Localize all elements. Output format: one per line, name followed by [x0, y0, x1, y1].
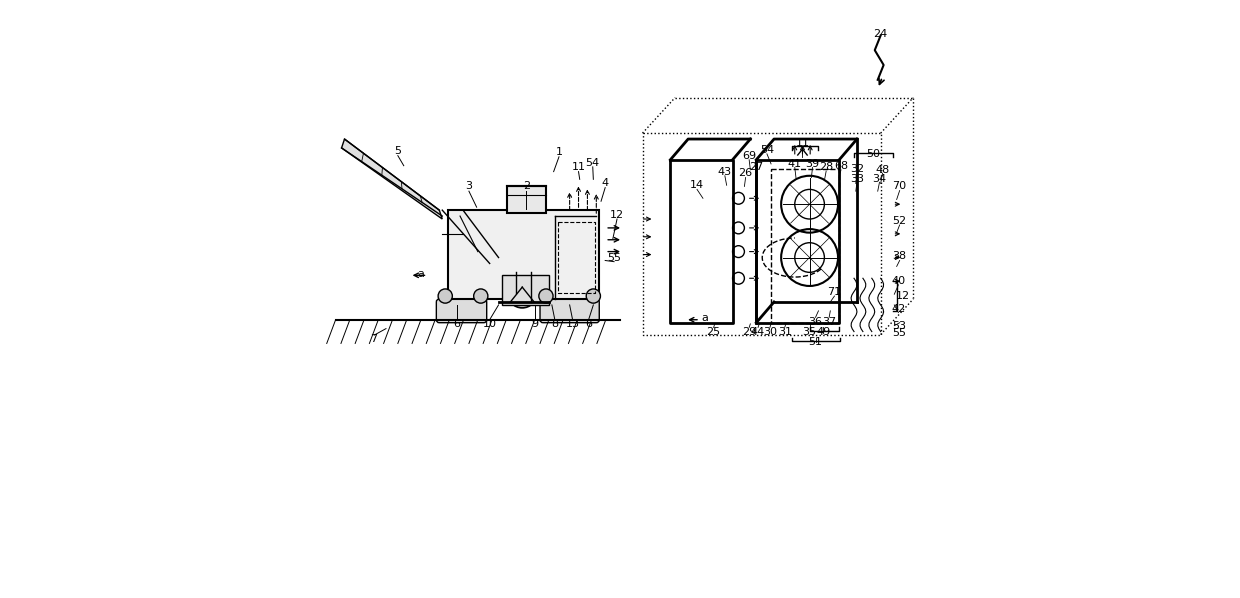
Text: 30: 30: [763, 327, 777, 337]
Text: 44: 44: [751, 327, 765, 337]
Text: 33: 33: [849, 174, 864, 184]
Text: 25: 25: [707, 327, 720, 337]
Polygon shape: [341, 139, 443, 219]
Text: 71: 71: [827, 287, 842, 297]
Circle shape: [539, 289, 553, 303]
Text: 9: 9: [532, 319, 539, 329]
Text: 55: 55: [893, 328, 906, 338]
Text: 11: 11: [796, 138, 810, 148]
Text: 69: 69: [742, 151, 756, 161]
Text: 13: 13: [565, 319, 579, 329]
Text: 55: 55: [608, 252, 621, 263]
Text: 31: 31: [777, 327, 791, 337]
Text: 41: 41: [787, 159, 802, 169]
Text: 26: 26: [739, 169, 753, 178]
Text: 14: 14: [689, 180, 704, 190]
Text: 68: 68: [835, 161, 848, 170]
Text: 10: 10: [482, 319, 497, 329]
Text: 27: 27: [749, 163, 764, 172]
Text: 29: 29: [742, 327, 756, 337]
Text: 70: 70: [893, 181, 906, 191]
Text: 48: 48: [875, 165, 889, 175]
Text: 28: 28: [820, 163, 833, 172]
Text: 11: 11: [572, 163, 585, 172]
Text: 37: 37: [822, 316, 836, 327]
Text: 40: 40: [892, 276, 905, 286]
Text: 8: 8: [552, 319, 558, 329]
Text: 50: 50: [866, 149, 880, 159]
FancyBboxPatch shape: [436, 299, 486, 323]
Text: 6: 6: [454, 319, 460, 329]
Text: 6: 6: [585, 319, 593, 329]
FancyBboxPatch shape: [541, 299, 599, 323]
Text: 51: 51: [808, 337, 822, 347]
Circle shape: [438, 289, 453, 303]
Text: 35: 35: [802, 327, 817, 337]
Text: 5: 5: [394, 146, 402, 156]
Polygon shape: [507, 187, 546, 213]
Text: 54: 54: [585, 158, 600, 167]
Text: 36: 36: [808, 316, 822, 327]
Circle shape: [507, 278, 537, 308]
Text: a: a: [417, 269, 424, 279]
Text: 32: 32: [849, 164, 864, 173]
Circle shape: [474, 289, 487, 303]
Text: 4: 4: [601, 178, 609, 188]
Text: 12: 12: [610, 210, 624, 220]
Text: 34: 34: [873, 174, 887, 184]
Text: 54: 54: [760, 145, 774, 155]
Text: 43: 43: [718, 167, 732, 176]
Polygon shape: [448, 210, 599, 299]
Polygon shape: [501, 275, 549, 305]
Text: 24: 24: [873, 29, 888, 39]
Circle shape: [587, 289, 600, 303]
Text: 39: 39: [806, 159, 820, 169]
Text: 53: 53: [893, 321, 906, 331]
Text: 52: 52: [893, 216, 906, 226]
Text: 2: 2: [523, 181, 529, 191]
Text: 42: 42: [892, 304, 905, 314]
Text: 49: 49: [816, 327, 831, 337]
Text: a: a: [702, 313, 708, 323]
Text: 12: 12: [895, 291, 910, 301]
Text: 38: 38: [893, 251, 906, 261]
Text: 7: 7: [371, 334, 378, 344]
Text: 1: 1: [556, 147, 563, 157]
Text: 3: 3: [465, 181, 472, 191]
